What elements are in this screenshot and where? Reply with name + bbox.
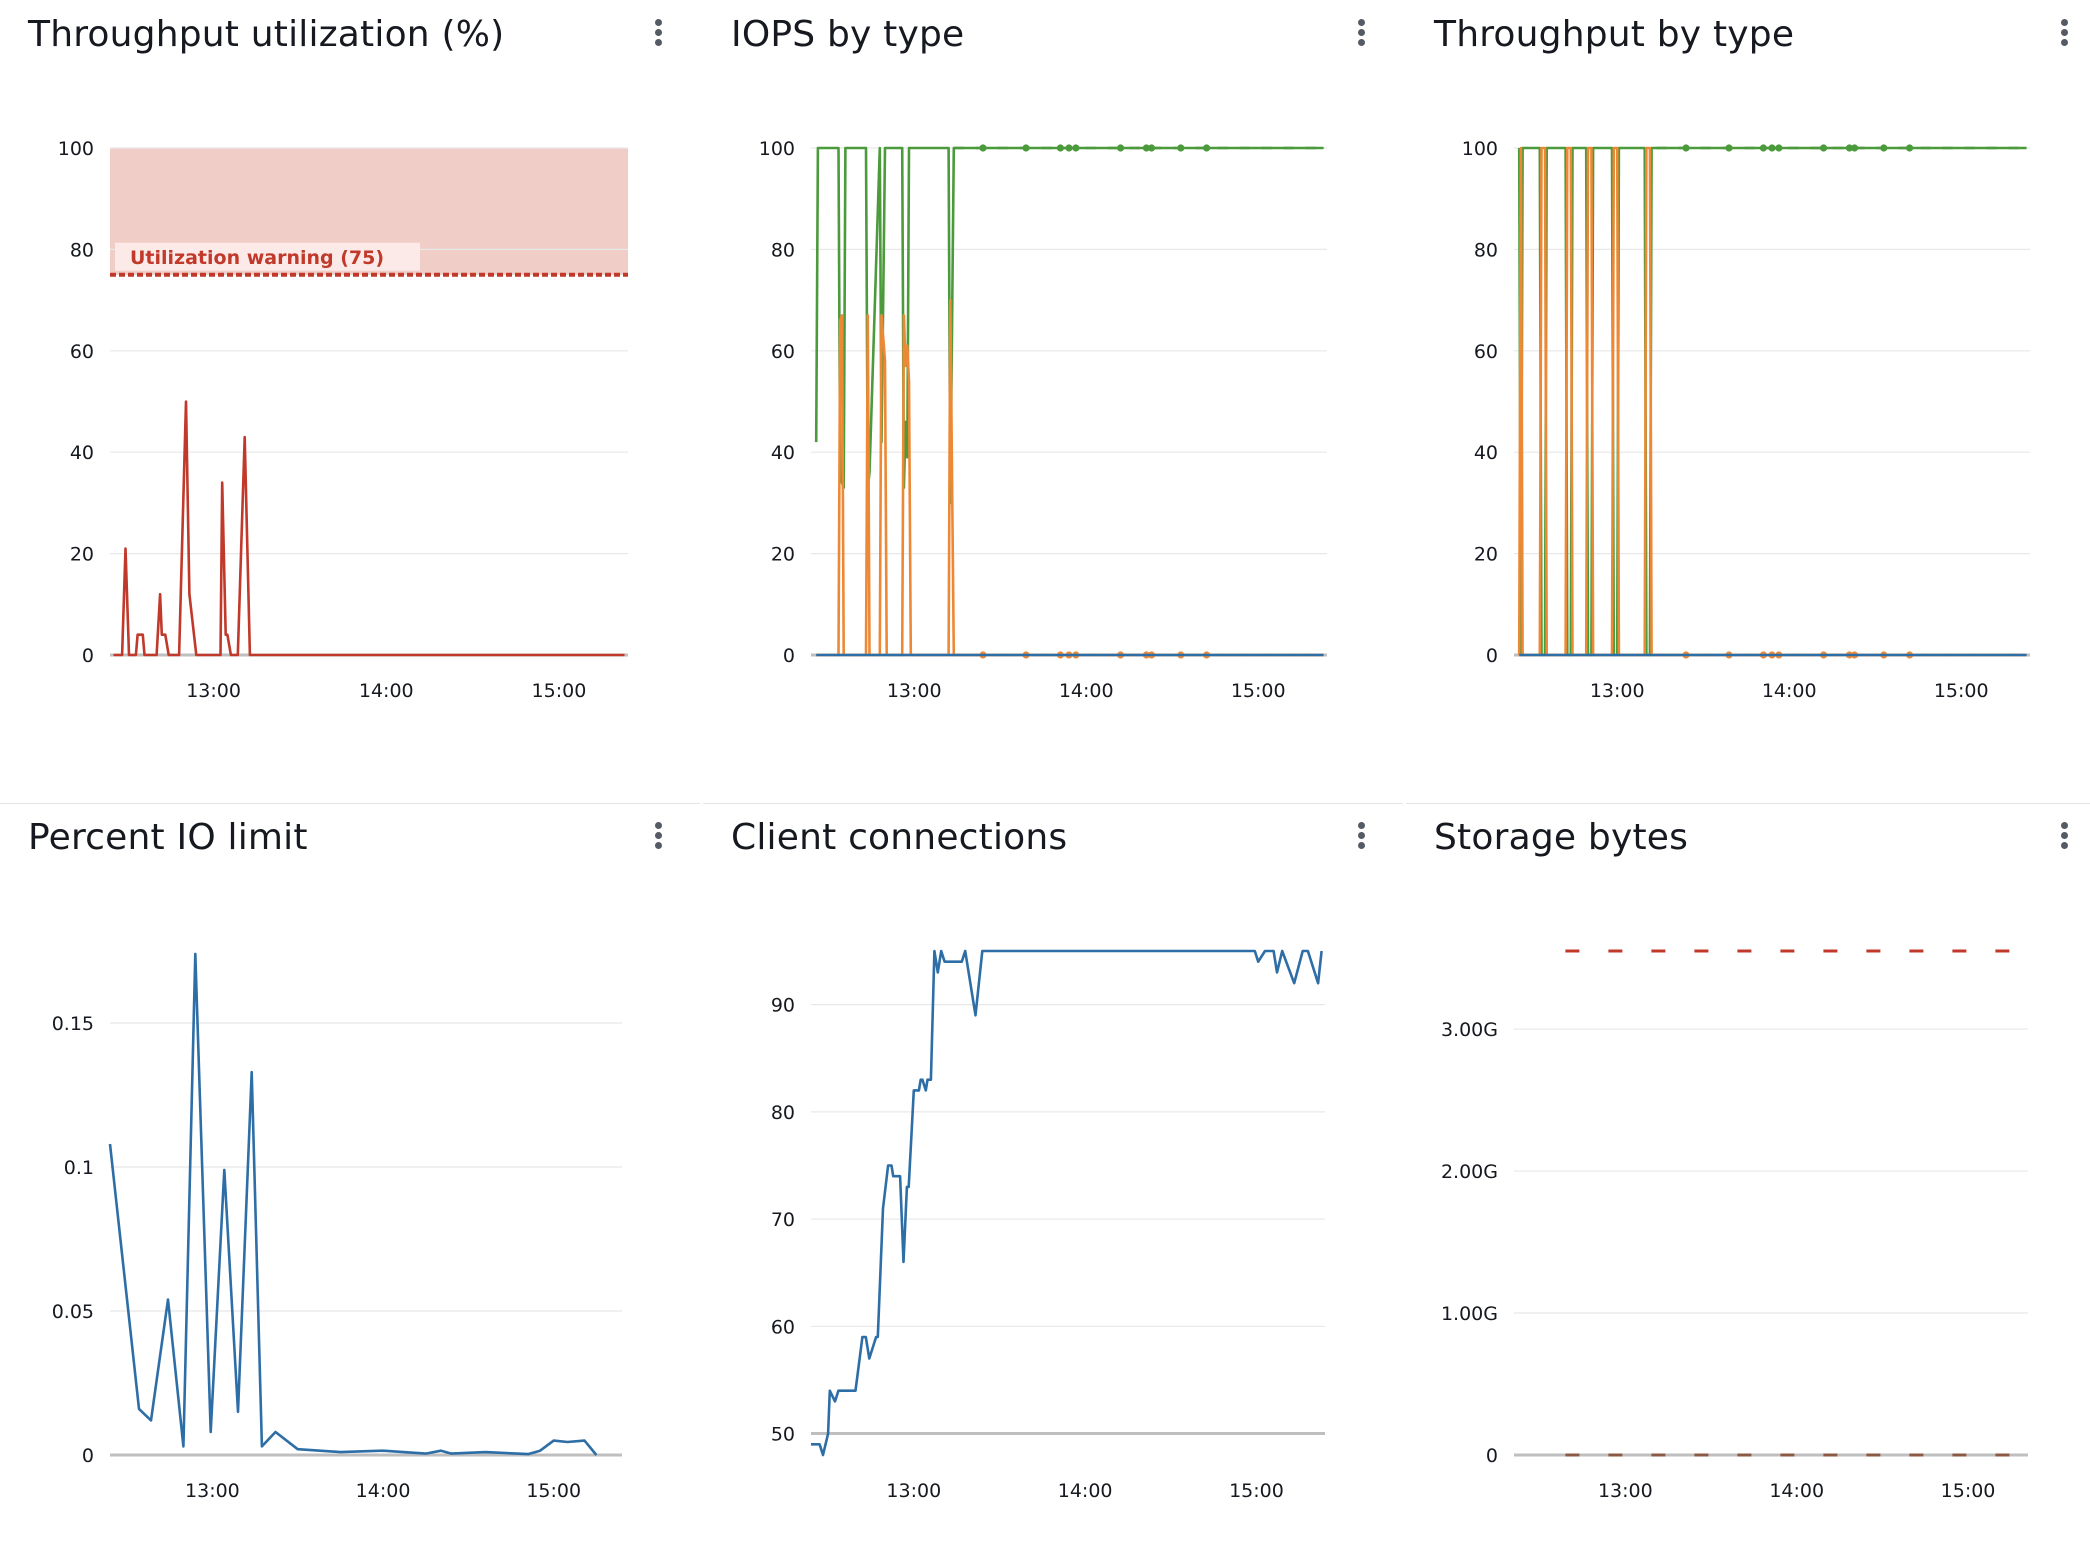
panel-title: Storage bytes <box>1434 817 1689 858</box>
chart-throughput-utilization: 0 20 40 60 80 100 13:00 14:00 15:00 Utilization w… <box>58 138 628 702</box>
kebab-menu-icon[interactable] <box>650 16 666 50</box>
y-tick-label: 0 <box>1486 645 1498 667</box>
y-tick-label: 0.15 <box>52 1013 94 1035</box>
x-tick-label: 13:00 <box>887 680 942 702</box>
y-tick-label: 80 <box>1474 239 1498 261</box>
y-tick-label: 80 <box>771 1102 795 1124</box>
y-tick-label: 40 <box>1474 442 1498 464</box>
x-tick-label: 14:00 <box>359 680 414 702</box>
series-line-blue <box>811 949 1323 1457</box>
y-tick-label: 70 <box>771 1209 795 1231</box>
series-point-green <box>1845 144 1853 152</box>
kebab-menu-icon[interactable] <box>650 819 666 853</box>
series-point-green <box>1906 144 1914 152</box>
series-point-green <box>1203 144 1211 152</box>
y-tick-label: 60 <box>1474 341 1498 363</box>
y-tick-label: 0.1 <box>64 1157 94 1179</box>
series-point-green <box>1056 144 1064 152</box>
y-tick-label: 80 <box>771 239 795 261</box>
chart-client-connections: 50 60 70 80 90 13:00 14:00 15:00 <box>771 949 1325 1502</box>
series-point-green <box>1147 144 1156 152</box>
panel-title: Percent IO limit <box>28 817 308 858</box>
kebab-menu-icon[interactable] <box>2056 819 2072 853</box>
y-tick-label: 90 <box>771 995 795 1017</box>
y-tick-label: 20 <box>1474 544 1498 566</box>
x-tick-label: 15:00 <box>526 1480 581 1502</box>
x-tick-label: 14:00 <box>1769 1480 1824 1502</box>
chart-throughput-by-type: 0 20 40 60 80 100 13:00 14:00 15:00 <box>1462 138 2030 702</box>
y-tick-label: 100 <box>759 138 795 160</box>
y-tick-label: 40 <box>771 442 795 464</box>
panel-percent-io-limit: Percent IO limit 0 0.05 0.1 0.15 13:00 14:00 1… <box>0 803 700 1556</box>
y-tick-label: 100 <box>1462 138 1498 160</box>
panel-throughput-utilization: Throughput utilization (%) 0 20 40 60 80 100 1… <box>0 0 700 795</box>
x-tick-label: 13:00 <box>1590 680 1645 702</box>
y-tick-label: 0.05 <box>52 1301 94 1323</box>
series-point-green <box>1117 144 1125 152</box>
y-tick-label: 60 <box>70 341 94 363</box>
panel-client-connections: Client connections 50 60 70 80 90 13:00 14:00 1… <box>703 803 1403 1556</box>
series-point-green <box>1820 144 1828 152</box>
y-tick-label: 0 <box>82 645 94 667</box>
kebab-menu-icon[interactable] <box>1353 819 1369 853</box>
x-tick-label: 15:00 <box>1231 680 1286 702</box>
threshold-label: Utilization warning (75) <box>130 247 384 269</box>
chart-percent-io-limit: 0 0.05 0.1 0.15 13:00 14:00 15:00 <box>52 952 622 1502</box>
y-tick-label: 60 <box>771 341 795 363</box>
y-tick-label: 80 <box>70 239 94 261</box>
chart-iops-by-type: 0 20 40 60 80 100 13:00 14:00 15:00 <box>759 138 1327 702</box>
y-tick-label: 1.00G <box>1441 1303 1498 1325</box>
panel-iops-by-type: IOPS by type 0 20 40 60 80 100 13:00 14:00 15:00 <box>703 0 1403 795</box>
x-tick-label: 13:00 <box>186 680 241 702</box>
panel-storage-bytes: Storage bytes 0 1.00G 2.00G 3.00G 13:00 14:00… <box>1406 803 2090 1556</box>
y-tick-label: 20 <box>771 544 795 566</box>
x-tick-label: 14:00 <box>1762 680 1817 702</box>
series-line-orange <box>1517 146 2027 657</box>
x-tick-label: 13:00 <box>1598 1480 1653 1502</box>
y-tick-label: 20 <box>70 544 94 566</box>
x-tick-label: 15:00 <box>1941 1480 1996 1502</box>
y-tick-label: 50 <box>771 1424 795 1446</box>
y-tick-label: 3.00G <box>1441 1019 1498 1041</box>
y-tick-label: 60 <box>771 1316 795 1338</box>
panel-title: Throughput utilization (%) <box>28 14 505 55</box>
x-tick-label: 15:00 <box>1934 680 1989 702</box>
x-tick-label: 14:00 <box>356 1480 411 1502</box>
panel-title: IOPS by type <box>731 14 965 55</box>
kebab-menu-icon[interactable] <box>2056 16 2072 50</box>
x-tick-label: 14:00 <box>1058 1480 1113 1502</box>
x-tick-label: 15:00 <box>532 680 587 702</box>
threshold-label-bg <box>115 242 420 271</box>
y-tick-label: 0 <box>783 645 795 667</box>
panel-throughput-by-type: Throughput by type 0 20 40 60 80 100 13:00 14:0… <box>1406 0 2090 795</box>
y-tick-label: 0 <box>82 1445 94 1467</box>
x-tick-label: 15:00 <box>1229 1480 1284 1502</box>
series-point-green <box>1759 144 1767 152</box>
x-tick-label: 13:00 <box>185 1480 240 1502</box>
x-tick-label: 14:00 <box>1059 680 1114 702</box>
chart-storage-bytes: 0 1.00G 2.00G 3.00G 13:00 14:00 15:00 <box>1441 949 2028 1502</box>
series-point-green <box>1072 144 1080 152</box>
panel-title: Throughput by type <box>1434 14 1795 55</box>
series-line-red <box>113 400 625 657</box>
y-tick-label: 0 <box>1486 1445 1498 1467</box>
series-line-green <box>814 146 1324 505</box>
x-tick-label: 13:00 <box>886 1480 941 1502</box>
series-point-green <box>1850 144 1859 152</box>
kebab-menu-icon[interactable] <box>1353 16 1369 50</box>
series-line-blue <box>108 952 598 1456</box>
panel-title: Client connections <box>731 817 1068 858</box>
y-tick-label: 40 <box>70 442 94 464</box>
series-line-green <box>1517 146 2027 657</box>
series-point-green <box>1142 144 1150 152</box>
y-tick-label: 100 <box>58 138 94 160</box>
y-tick-label: 2.00G <box>1441 1161 1498 1183</box>
series-line-orange <box>816 298 1324 657</box>
series-point-green <box>1775 144 1783 152</box>
